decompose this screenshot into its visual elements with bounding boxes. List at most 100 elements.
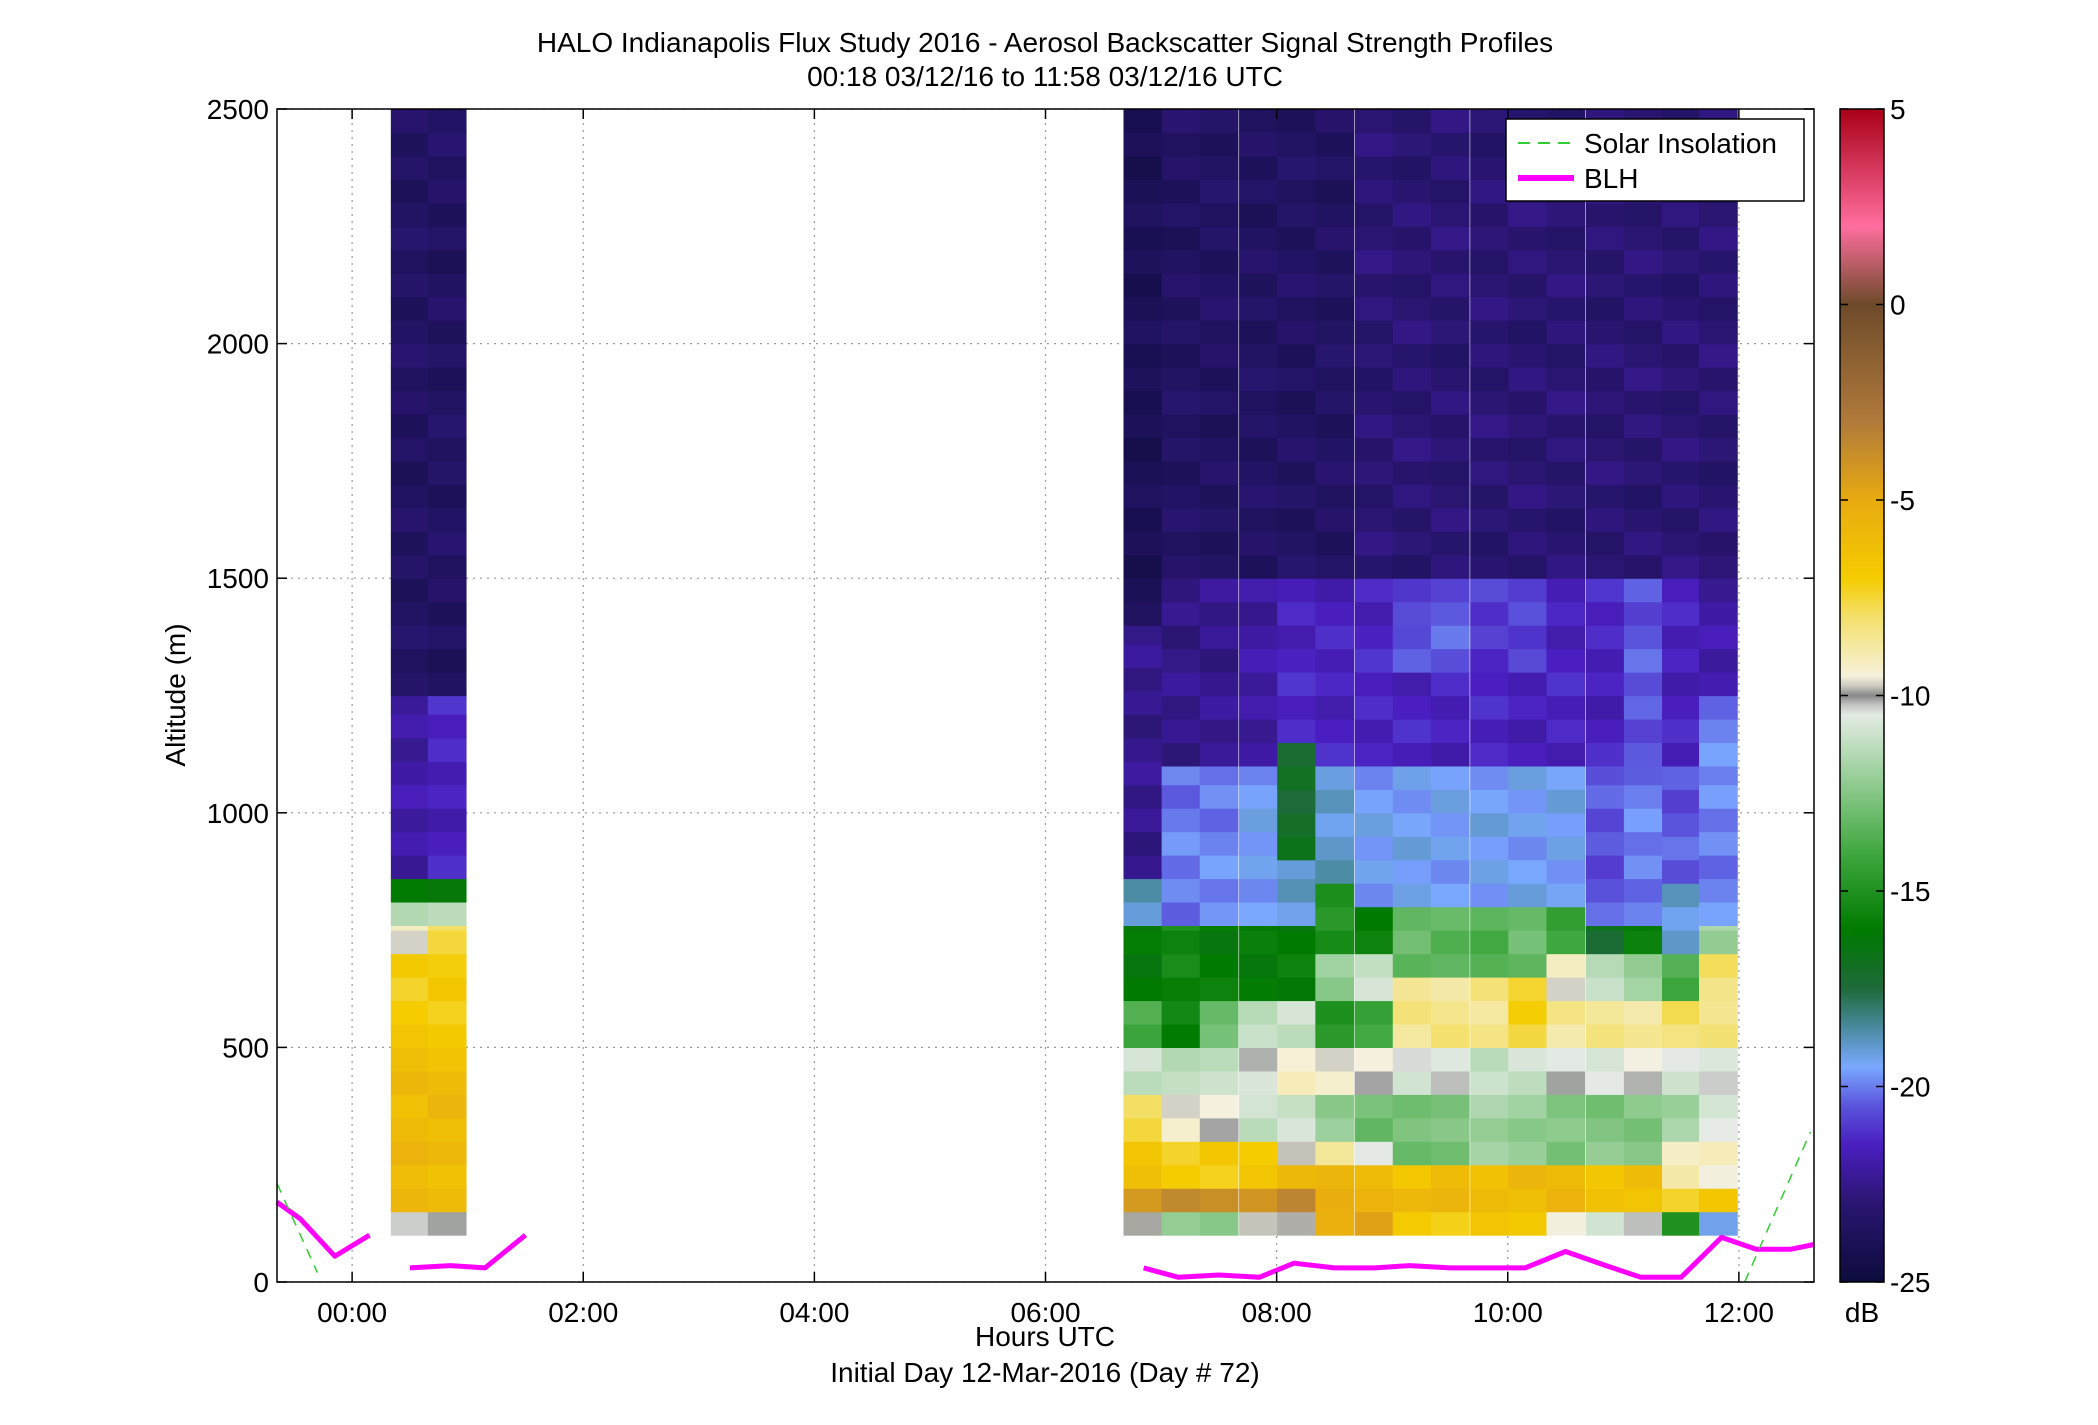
heatmap-cell [1470, 1047, 1509, 1072]
heatmap-cell [1392, 390, 1432, 415]
heatmap-cell [1161, 1117, 1201, 1142]
heatmap-cell [1623, 977, 1663, 1002]
heatmap-cell [1546, 460, 1586, 485]
heatmap-cell [1430, 1211, 1470, 1236]
heatmap-cell [1546, 249, 1586, 274]
heatmap-cell [1199, 695, 1239, 720]
heatmap-cell [1199, 367, 1239, 392]
heatmap-cell [1199, 878, 1239, 903]
heatmap-cell [1623, 554, 1663, 579]
colorbar-tick-label: 5 [1890, 94, 1906, 125]
heatmap-cell [1315, 531, 1355, 556]
heatmap-cell [1623, 1141, 1663, 1166]
heatmap-cell [1470, 1070, 1509, 1095]
heatmap-cell [1623, 742, 1663, 767]
heatmap-cell [1354, 1047, 1394, 1072]
heatmap-cell [1315, 132, 1355, 157]
heatmap-cell [1546, 320, 1586, 345]
heatmap-cell [1546, 202, 1586, 227]
heatmap-cell [1470, 484, 1509, 509]
heatmap-cell [1546, 390, 1586, 415]
heatmap-cell [1546, 1000, 1586, 1025]
heatmap-cell [1354, 742, 1394, 767]
heatmap-cell [1546, 226, 1586, 251]
heatmap-cell [1392, 1117, 1432, 1142]
heatmap-cell [1470, 812, 1509, 837]
heatmap-cell [1470, 648, 1509, 673]
heatmap-cell [1662, 202, 1701, 227]
heatmap-cell [1315, 648, 1355, 673]
x-axis-label: Hours UTC [975, 1321, 1115, 1352]
heatmap-cell [1123, 901, 1163, 927]
heatmap-cell [427, 1141, 467, 1166]
heatmap-cell [1470, 765, 1509, 790]
heatmap-cell [1699, 1164, 1738, 1189]
heatmap-cell [1430, 1164, 1470, 1189]
heatmap-cell [1354, 1188, 1394, 1213]
heatmap-cell [1315, 1117, 1355, 1142]
heatmap-cell [390, 930, 430, 955]
heatmap-cell [1470, 1023, 1509, 1048]
heatmap-cell [1277, 977, 1316, 1002]
heatmap-cell [1470, 109, 1509, 134]
heatmap-cell [1199, 672, 1239, 697]
heatmap-cell [1315, 179, 1355, 204]
heatmap-cell [1546, 930, 1586, 955]
heatmap-cell [1508, 484, 1548, 509]
heatmap-cell [427, 132, 467, 157]
heatmap-cell [1623, 695, 1663, 720]
heatmap-cell [427, 901, 467, 927]
heatmap-cell [1430, 390, 1470, 415]
heatmap-cell [1470, 672, 1509, 697]
heatmap-cell [1161, 249, 1201, 274]
heatmap-cell [1392, 296, 1432, 321]
heatmap-cell [1315, 930, 1355, 955]
heatmap-cell [1623, 437, 1663, 462]
heatmap-cell [390, 343, 430, 368]
heatmap-cell [1546, 695, 1586, 720]
heatmap-cell [1662, 765, 1701, 790]
heatmap-cell [1662, 390, 1701, 415]
heatmap-cell [1430, 836, 1470, 861]
heatmap-cell [1239, 808, 1278, 833]
heatmap-cell [390, 554, 430, 579]
heatmap-cell [1662, 554, 1701, 579]
heatmap-cell [1239, 367, 1278, 392]
heatmap-cell [1199, 1070, 1239, 1095]
x-tick-label: 04:00 [779, 1297, 849, 1328]
heatmap-cell [1239, 625, 1278, 650]
heatmap-cell [1662, 648, 1701, 673]
heatmap-cell [1277, 718, 1316, 744]
heatmap-cell [1546, 789, 1586, 814]
blh-line [1143, 1234, 1815, 1280]
heatmap-cell [1585, 855, 1625, 880]
heatmap-cell [1699, 1141, 1738, 1166]
heatmap-cell [427, 1070, 467, 1095]
heatmap-cell [1354, 601, 1394, 626]
heatmap-cell [1123, 737, 1163, 762]
heatmap-cell [1470, 249, 1509, 274]
heatmap-cell [1699, 672, 1738, 697]
heatmap-cell [1161, 531, 1201, 556]
heatmap-cell [1315, 413, 1355, 439]
heatmap-cell [1354, 1023, 1394, 1048]
heatmap-cell [1354, 1000, 1394, 1025]
heatmap-cell [1546, 1094, 1586, 1119]
heatmap-cell [427, 737, 467, 762]
heatmap-cell [1123, 554, 1163, 579]
heatmap-cell [1430, 249, 1470, 274]
heatmap-cell [1161, 878, 1201, 903]
heatmap-cell [1199, 718, 1239, 744]
heatmap-cell [1392, 1188, 1432, 1213]
heatmap-cell [1315, 601, 1355, 626]
heatmap-cell [427, 554, 467, 579]
heatmap-cell [1199, 831, 1239, 856]
heatmap-cell [427, 695, 467, 715]
heatmap-cell [1699, 367, 1738, 392]
heatmap-cell [1239, 1094, 1278, 1119]
heatmap-cell [1430, 1000, 1470, 1025]
heatmap-cell [1199, 413, 1239, 439]
heatmap-cell [390, 202, 430, 227]
heatmap-cell [1430, 930, 1470, 955]
heatmap-cell [1354, 460, 1394, 485]
